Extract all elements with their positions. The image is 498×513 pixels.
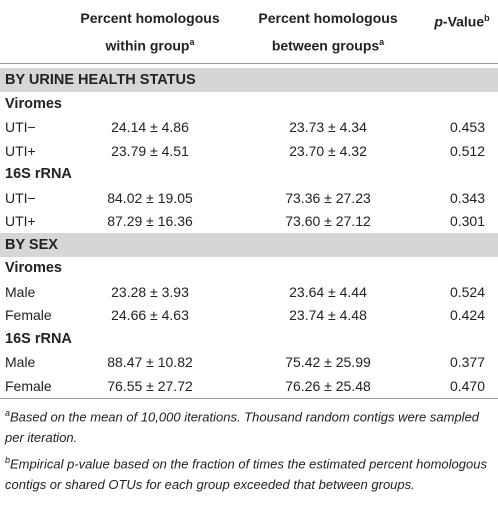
section-header: BY URINE HEALTH STATUS xyxy=(0,68,498,92)
row-label: UTI+ xyxy=(5,213,36,229)
cell: 24.66 ± 4.63 xyxy=(111,307,189,323)
cell: 0.424 xyxy=(449,307,485,323)
cell: 75.42 ± 25.99 xyxy=(285,354,371,370)
cell: 23.64 ± 4.44 xyxy=(289,283,367,300)
header-text: within group xyxy=(105,37,190,54)
rule xyxy=(0,63,498,64)
header-line: within groupa xyxy=(60,30,240,58)
cell: 88.47 ± 10.82 xyxy=(107,354,193,370)
cell: 23.28 ± 3.93 xyxy=(111,283,189,300)
cell: 23.79 ± 4.51 xyxy=(111,142,189,159)
column-header: p-Valueb xyxy=(427,6,497,34)
header-line: Percent homologous xyxy=(228,6,428,30)
cell: 0.377 xyxy=(449,354,485,370)
row-label: Female xyxy=(5,377,52,394)
group-header: Viromes xyxy=(5,95,62,112)
footnote: aBased on the mean of 10,000 iterations.… xyxy=(5,403,493,448)
cell: 24.14 ± 4.86 xyxy=(111,119,189,135)
section-header: BY SEX xyxy=(0,232,498,257)
cell: 73.36 ± 27.23 xyxy=(285,189,371,206)
footnote-mark: a xyxy=(379,37,385,47)
cell: 23.74 ± 4.48 xyxy=(289,307,367,323)
cell: 23.73 ± 4.34 xyxy=(289,119,367,135)
column-header: Percent homologous between groupsa xyxy=(228,6,428,58)
footnote-mark: b xyxy=(5,455,11,465)
cell: 76.55 ± 27.72 xyxy=(107,377,193,394)
cell: 0.524 xyxy=(449,283,485,300)
row-label: UTI+ xyxy=(5,142,36,159)
row-label: UTI− xyxy=(5,189,36,206)
column-header: Percent homologous within groupa xyxy=(60,6,240,58)
cell: 0.343 xyxy=(449,189,485,206)
group-header: 16S rRNA xyxy=(5,330,72,347)
header-text: Percent homologous xyxy=(80,10,220,26)
cell: 87.29 ± 16.36 xyxy=(107,213,193,229)
cell: 0.301 xyxy=(449,213,485,229)
header-line: p-Valueb xyxy=(427,6,497,34)
cell: 0.470 xyxy=(449,377,485,394)
header-text: Percent homologous xyxy=(258,10,398,26)
cell: 0.512 xyxy=(449,142,485,159)
header-line: between groupsa xyxy=(228,30,428,58)
footnote-mark: a xyxy=(5,408,11,418)
row-label: Male xyxy=(5,283,36,300)
cell: 0.453 xyxy=(449,119,485,135)
header-line: Percent homologous xyxy=(60,6,240,30)
row-label: Female xyxy=(5,307,52,323)
footnote-text: Based on the mean of 10,000 iterations. … xyxy=(5,409,480,446)
rule xyxy=(0,398,498,399)
row-label: UTI− xyxy=(5,119,36,135)
footnote: bEmpirical p-value based on the fraction… xyxy=(5,450,493,495)
header-italic: p xyxy=(434,13,443,30)
header-text: between groups xyxy=(271,37,380,54)
group-header: 16S rRNA xyxy=(5,166,72,182)
cell: 84.02 ± 19.05 xyxy=(107,189,193,206)
header-text: -Value xyxy=(442,13,485,30)
group-header: Viromes xyxy=(5,260,62,276)
cell: 23.70 ± 4.32 xyxy=(289,142,367,159)
footnote-mark: a xyxy=(189,37,195,47)
footnote-text: Empirical p-value based on the fraction … xyxy=(5,456,487,493)
cell: 73.60 ± 27.12 xyxy=(285,213,371,229)
row-label: Male xyxy=(5,354,36,370)
cell: 76.26 ± 25.48 xyxy=(285,377,371,394)
footnote-mark: b xyxy=(484,13,490,23)
